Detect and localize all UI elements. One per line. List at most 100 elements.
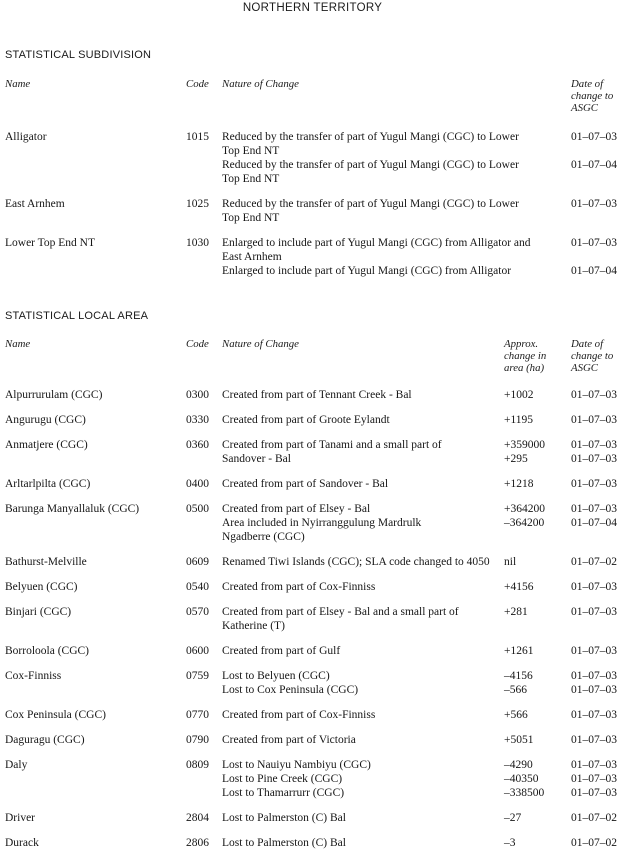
- change-date: 01–07–03: [571, 759, 617, 771]
- change-date: 01–07–03: [571, 581, 617, 593]
- change-text: Created from part of Elsey - Bal and a s…: [222, 606, 459, 632]
- change-area: +4156: [504, 581, 534, 593]
- page-title: NORTHERN TERRITORY: [242, 2, 383, 14]
- change-text: Reduced by the transfer of part of Yugul…: [222, 159, 519, 185]
- row-name: Binjari (CGC): [5, 606, 72, 618]
- row-name: Bathurst-Melville: [5, 556, 87, 568]
- change-area: +281: [504, 606, 528, 618]
- change-entry: Created from part of Cox-Finniss +4156 01–…: [222, 580, 620, 594]
- row-code: 0600: [186, 645, 209, 657]
- column-header-0: Name: [5, 78, 31, 90]
- change-entry: Reduced by the transfer of part of Yugul…: [222, 130, 620, 158]
- change-area: +359000: [504, 439, 545, 451]
- change-area: –364200: [504, 517, 545, 529]
- change-date: 01–07–03: [571, 670, 617, 682]
- column-header-1: Code: [186, 78, 209, 90]
- change-entry: Lost to Palmerston (C) Bal –3 01–07–02: [222, 836, 620, 850]
- change-text: Created from part of Victoria: [222, 734, 356, 746]
- row-code: 0300: [186, 389, 209, 401]
- change-text: Lost to Belyuen (CGC): [222, 670, 330, 682]
- table-row: Anmatjere (CGC) 0360 Created from part of …: [5, 438, 620, 466]
- table-row: Cox-Finniss 0759 Lost to Belyuen (CGC) –415…: [5, 669, 620, 697]
- change-entry: Created from part of Gulf +1261 01–07–03: [222, 644, 620, 658]
- row-changes: Created from part of Victoria +5051 01–07–…: [222, 733, 620, 747]
- change-entry: Created from part of Sandover - Bal +1218…: [222, 477, 620, 491]
- change-area: +1002: [504, 389, 534, 401]
- table-row: Borroloola (CGC) 0600 Created from part of…: [5, 644, 620, 658]
- change-date: 01–07–03: [571, 684, 617, 696]
- change-area: –4290: [504, 759, 533, 771]
- change-area: +566: [504, 709, 528, 721]
- column-header-2: Nature of Change: [222, 338, 299, 350]
- row-name: East Arnhem: [5, 198, 65, 210]
- table-row: Cox Peninsula (CGC) 0770 Created from part…: [5, 708, 620, 722]
- table-row: Bathurst-Melville 0609 Renamed Tiwi Island…: [5, 555, 620, 569]
- column-header-1: Code: [186, 338, 209, 350]
- row-name: Barunga Manyallaluk (CGC): [5, 503, 140, 515]
- change-area: –3: [504, 837, 516, 849]
- change-date: 01–07–03: [571, 709, 617, 721]
- table-row: Angurugu (CGC) 0330 Created from part of G…: [5, 413, 620, 427]
- section-statistical-local-area: STATISTICAL LOCAL AREA Name Code Nature of…: [5, 310, 620, 850]
- change-area: –4156: [504, 670, 533, 682]
- change-date: 01–07–03: [571, 453, 617, 465]
- row-name: Belyuen (CGC): [5, 581, 78, 593]
- row-code: 2806: [186, 837, 209, 849]
- change-entry: Lost to Cox Peninsula (CGC) –566 01–07–03: [222, 683, 620, 697]
- row-changes: Created from part of Cox-Finniss +566 01–0…: [222, 708, 620, 722]
- table-header: Name Code Nature of Change Date of change t…: [5, 78, 620, 114]
- change-text: Reduced by the transfer of part of Yugul…: [222, 198, 519, 224]
- change-text: Created from part of Tanami and a small …: [222, 439, 442, 451]
- change-text: Created from part of Groote Eylandt: [222, 414, 390, 426]
- column-header-4: Date of change to ASGC: [571, 338, 614, 374]
- change-text: Created from part of Cox-Finniss: [222, 709, 376, 721]
- table-row: Alligator 1015 Reduced by the transfer of …: [5, 130, 620, 186]
- change-date: 01–07–03: [571, 439, 617, 451]
- table-row: Belyuen (CGC) 0540 Created from part of Co…: [5, 580, 620, 594]
- table-row: Durack 2806 Lost to Palmerston (C) Bal –3 01…: [5, 836, 620, 850]
- row-name: Alligator: [5, 131, 47, 143]
- change-date: 01–07–03: [571, 787, 617, 799]
- change-text: Lost to Palmerston (C) Bal: [222, 812, 346, 824]
- change-date: 01–07–04: [571, 265, 617, 277]
- section-heading-statistical-local-area: STATISTICAL LOCAL AREA: [5, 310, 149, 322]
- change-text: Created from part of Tennant Creek - Bal: [222, 389, 412, 401]
- change-area: nil: [504, 556, 517, 568]
- change-text: Created from part of Cox-Finniss: [222, 581, 376, 593]
- row-changes: Lost to Belyuen (CGC) –4156 01–07–03 Lost t…: [222, 669, 620, 697]
- change-area: +1261: [504, 645, 534, 657]
- row-code: 0770: [186, 709, 209, 721]
- row-name: Daguragu (CGC): [5, 734, 85, 746]
- row-changes: Lost to Palmerston (C) Bal –27 01–07–02: [222, 811, 620, 825]
- change-date: 01–07–03: [571, 734, 617, 746]
- change-entry: Created from part of Cox-Finniss +566 01–0…: [222, 708, 620, 722]
- row-changes: Created from part of Elsey - Bal +364200 0…: [222, 502, 620, 544]
- change-text: Created from part of Sandover - Bal: [222, 478, 389, 490]
- table-row: Arltarlpilta (CGC) 0400 Created from part …: [5, 477, 620, 491]
- row-code: 0360: [186, 439, 209, 451]
- table-row: Daguragu (CGC) 0790 Created from part of V…: [5, 733, 620, 747]
- row-changes: Created from part of Tanami and a small …: [222, 438, 620, 466]
- change-area: +1218: [504, 478, 534, 490]
- row-code: 1015: [186, 131, 209, 143]
- row-code: 0609: [186, 556, 209, 568]
- change-text: Lost to Thamarrurr (CGC): [222, 787, 345, 799]
- change-text: Enlarged to include part of Yugul Mangi …: [222, 265, 512, 277]
- table-body: Alpurrurulam (CGC) 0300 Created from part …: [5, 388, 620, 850]
- change-entry: Enlarged to include part of Yugul Mangi …: [222, 264, 620, 278]
- row-changes: Lost to Palmerston (C) Bal –3 01–07–02: [222, 836, 620, 850]
- table-row: Alpurrurulam (CGC) 0300 Created from part …: [5, 388, 620, 402]
- table-row: Daly 0809 Lost to Nauiyu Nambiyu (CGC) –429…: [5, 758, 620, 800]
- row-code: 1030: [186, 237, 209, 249]
- row-changes: Created from part of Cox-Finniss +4156 01–…: [222, 580, 620, 594]
- change-area: –566: [504, 684, 527, 696]
- row-changes: Created from part of Gulf +1261 01–07–03: [222, 644, 620, 658]
- change-text: Area included in Nyirranggulung Mardrulk…: [222, 517, 422, 543]
- row-name: Lower Top End NT: [5, 237, 96, 249]
- row-code: 0790: [186, 734, 209, 746]
- change-text: Lost to Pine Creek (CGC): [222, 773, 343, 785]
- row-name: Angurugu (CGC): [5, 414, 86, 426]
- row-name: Anmatjere (CGC): [5, 439, 88, 451]
- table-row: Binjari (CGC) 0570 Created from part of El…: [5, 605, 620, 633]
- change-entry: Created from part of Victoria +5051 01–07–…: [222, 733, 620, 747]
